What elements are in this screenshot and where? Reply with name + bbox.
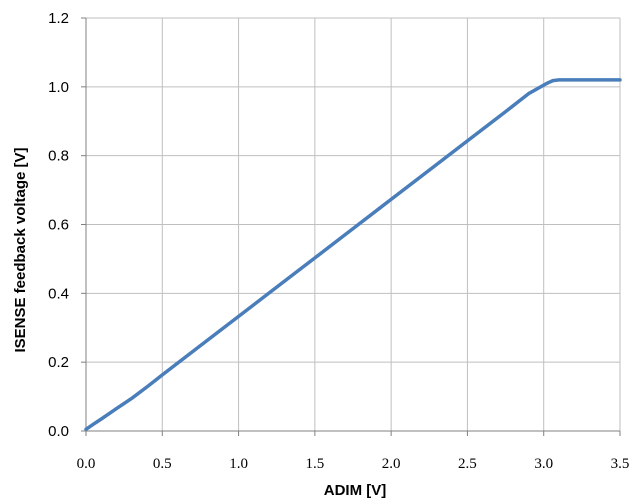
y-tick-label: 0.8 (48, 148, 69, 165)
x-tick-label: 3.0 (534, 456, 553, 472)
grid (81, 17, 621, 436)
y-tick-label: 0.4 (48, 285, 69, 302)
x-tick-label: 0.0 (77, 456, 96, 472)
y-tick-label: 0.6 (48, 217, 69, 234)
x-tick-label: 1.0 (229, 456, 248, 472)
x-tick-label: 2.5 (458, 456, 477, 472)
x-tick-label: 1.5 (305, 456, 324, 472)
y-tick-label: 0.0 (48, 423, 69, 440)
y-tick-label: 1.0 (48, 79, 69, 96)
y-tick-label: 1.2 (48, 10, 69, 27)
y-tick-label: 0.2 (48, 354, 69, 371)
y-axis-label: ISENSE feedback voltage [V] (12, 147, 29, 352)
series-line (84, 78, 622, 432)
series-layer (84, 78, 622, 432)
x-tick-label: 3.5 (611, 456, 630, 472)
x-axis-label: ADIM [V] (324, 482, 387, 499)
x-tick-label: 0.5 (153, 456, 172, 472)
x-tick-label: 2.0 (382, 456, 401, 472)
tick-labels: 0.0 0.5 1.0 1.5 2.0 2.5 3.0 3.5 0.0 0.2 0.4 0.6 0.8 1… (48, 10, 629, 472)
